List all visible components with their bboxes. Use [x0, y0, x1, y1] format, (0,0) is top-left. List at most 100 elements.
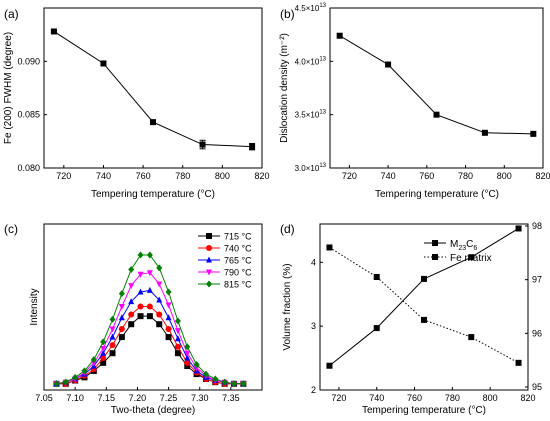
- panel-a-y-tick-label: 0.085: [17, 110, 40, 120]
- panel-d-x-tick-label: 740: [369, 393, 384, 403]
- legend-765c-marker: [206, 256, 212, 263]
- dislocation-density-point: [433, 111, 440, 118]
- series-765c-point: [174, 335, 181, 342]
- panel-a-x-tick-label: 780: [175, 171, 190, 181]
- fwhm-point: [50, 28, 57, 35]
- series-715c-point: [184, 363, 191, 370]
- panel-c-x-tick-label: 7.35: [222, 393, 240, 403]
- series-790c-point: [109, 326, 116, 333]
- panel-a-x-ticks: 720 740 760 780 800 820: [56, 165, 270, 181]
- series-740c-point: [184, 359, 191, 366]
- fwhm-point: [199, 141, 206, 148]
- panel-c-label: (c): [4, 222, 18, 236]
- panel-d-plot-frame: [319, 223, 529, 391]
- panel-c-legend: 715 °C 740 °C 765 °C 790 °C 815 °C: [198, 232, 252, 290]
- panel-a: (a) 720 740 760 780 800 820 0.080 0.085 0.090 T…: [3, 7, 270, 200]
- m23c6-point: [421, 275, 427, 282]
- series-765c-point: [146, 286, 153, 293]
- m23c6-line: [329, 228, 519, 367]
- series-790c-point: [128, 283, 135, 290]
- panel-c-x-tick-label: 7.25: [160, 393, 178, 403]
- series-790c-point: [174, 328, 181, 335]
- series-815c-point: [212, 375, 219, 383]
- panel-d-series: [326, 225, 522, 369]
- series-815c-point: [165, 288, 172, 296]
- panel-c-series: [53, 251, 247, 388]
- legend-m23c6-marker: [432, 240, 438, 246]
- panel-b-label: (b): [280, 7, 295, 21]
- dislocation-density-line: [339, 35, 534, 135]
- m23c6-point: [515, 225, 522, 232]
- panel-d-y-ticks: 2 3 4: [311, 257, 323, 395]
- series-815c-point: [128, 265, 135, 273]
- legend-740c-label: 740 °C: [224, 244, 252, 254]
- dislocation-density-point: [530, 130, 537, 137]
- panel-d-x-axis-label: Tempering temperature (°C): [362, 405, 486, 416]
- panel-d-y2-tick-label: 98: [532, 221, 542, 231]
- panel-b-plot-frame: [329, 7, 544, 169]
- legend-815c-marker: [206, 280, 212, 288]
- series-765c-point: [184, 354, 191, 361]
- series-790c-point: [137, 271, 144, 278]
- fe-matrix-point: [515, 359, 522, 366]
- dislocation-density-point: [385, 61, 392, 68]
- panel-c: (c) 7.05 7.10 7.15 7.20 7.25 7.30 7.35 715 °C7…: [4, 222, 263, 416]
- series-715c-point: [109, 350, 116, 357]
- series-765c-point: [109, 333, 116, 340]
- panel-a-x-tick-label: 820: [254, 171, 269, 181]
- series-740c-point: [165, 326, 172, 333]
- m23c6-point: [373, 325, 380, 332]
- series-765c-point: [100, 349, 107, 356]
- panel-c-x-tick-label: 7.15: [98, 393, 116, 403]
- legend-m23c6-mid: C: [466, 239, 473, 250]
- series-815c-point: [90, 356, 97, 364]
- series-815c-point: [137, 251, 144, 259]
- panel-a-y-tick-label: 0.090: [17, 56, 40, 66]
- panel-d-x-tick-label: 820: [520, 393, 535, 403]
- series-815c-point: [221, 378, 228, 386]
- series-815c-point: [184, 343, 191, 351]
- series-715c-point: [118, 334, 125, 341]
- panel-a-x-tick-label: 800: [215, 171, 230, 181]
- fe-matrix-line: [329, 247, 519, 364]
- panel-a-plot-frame: [43, 7, 263, 169]
- panel-d-legend: M23C6 Fe matrix: [424, 239, 492, 264]
- panel-d-x-tick-label: 780: [445, 393, 460, 403]
- series-740c-point: [128, 311, 135, 318]
- legend-815c-label: 815 °C: [224, 280, 252, 290]
- panel-c-x-tick-label: 7.05: [35, 393, 53, 403]
- panel-b-x-tick-label: 740: [381, 171, 396, 181]
- fwhm-line: [53, 31, 253, 148]
- series-790c-point: [146, 270, 153, 277]
- panel-b-y-axis-label: Dislocation density (m⁻²): [279, 33, 290, 143]
- panel-d-x-ticks: 720 740 760 780 800 820: [331, 387, 536, 403]
- series-815c-point: [118, 290, 125, 298]
- panel-c-x-tick-label: 7.10: [66, 393, 84, 403]
- series-790c-point: [184, 350, 191, 357]
- series-790c-point: [118, 304, 125, 310]
- series-765c-point: [156, 296, 163, 303]
- panel-b-x-tick-label: 800: [497, 171, 512, 181]
- panel-d-label: (d): [280, 222, 295, 236]
- legend-m23c6-label: M23C6: [450, 239, 477, 252]
- panel-b-y-tick-label: 3.0×1013: [295, 163, 327, 173]
- panel-c-x-axis-label: Two-theta (degree): [111, 405, 196, 416]
- series-815c-point: [146, 251, 153, 259]
- panel-d-y-tick-label: 4: [311, 257, 316, 267]
- legend-790c-marker: [206, 269, 212, 276]
- fwhm-point: [100, 60, 107, 67]
- series-815c-point: [240, 380, 247, 388]
- panel-d-x-tick-label: 760: [407, 393, 422, 403]
- series-815c-point: [100, 338, 107, 346]
- panel-d-x-tick-label: 720: [331, 393, 346, 403]
- series-715c-point: [137, 313, 144, 320]
- panel-c-plot-frame: [43, 223, 263, 391]
- legend-715c-marker: [206, 233, 212, 239]
- series-790c-point: [165, 302, 172, 309]
- panel-c-x-tick-label: 7.30: [191, 393, 209, 403]
- legend-m23c6-sub2: 6: [473, 245, 477, 252]
- panel-b-y-ticks: 3.0×1013 3.5×1013 4.0×1013 4.5×1013: [295, 3, 333, 173]
- panel-b-y-tick-label: 4.0×1013: [295, 56, 327, 66]
